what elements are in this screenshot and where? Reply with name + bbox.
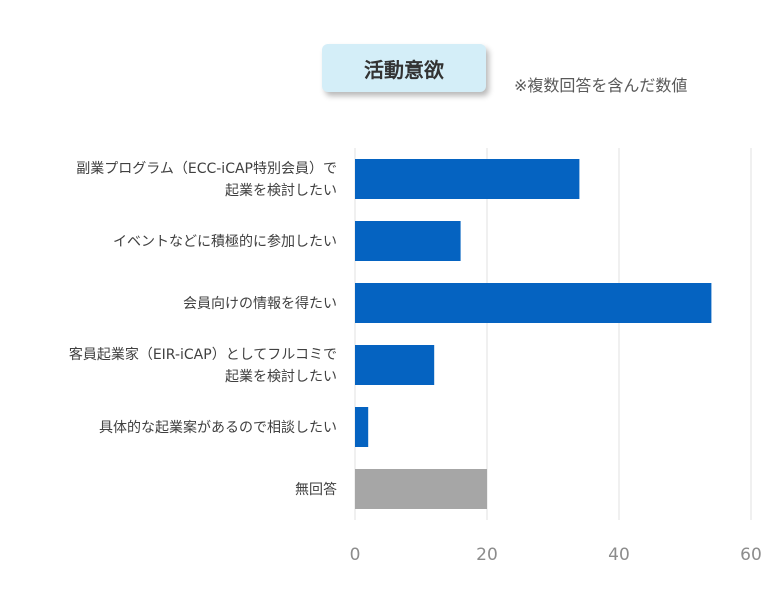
x-tick-label: 0 [350, 545, 361, 565]
chart-title: 活動意欲 [322, 44, 486, 92]
category-label: 具体的な起業案があるので相談したい [99, 419, 337, 436]
category-label: 起業を検討したい [225, 183, 337, 199]
chart-note: ※複数回答を含んだ数値 [514, 76, 688, 95]
category-label: 副業プログラム（ECC-iCAP特別会員）で [76, 161, 337, 177]
x-tick-label: 60 [740, 545, 762, 565]
x-tick-label: 20 [476, 545, 498, 565]
category-label: 会員向けの情報を得たい [183, 295, 337, 312]
bar [355, 469, 487, 509]
bar [355, 283, 712, 323]
category-label: 無回答 [295, 481, 337, 498]
bar [355, 407, 369, 447]
x-tick-label: 40 [608, 545, 630, 565]
bar [355, 159, 580, 199]
bar [355, 221, 461, 261]
category-label: 起業を検討したい [225, 369, 337, 385]
category-label: 客員起業家（EIR-iCAP）としてフルコミで [69, 346, 337, 363]
bar [355, 345, 435, 385]
category-label: イベントなどに積極的に参加したい [113, 233, 337, 250]
